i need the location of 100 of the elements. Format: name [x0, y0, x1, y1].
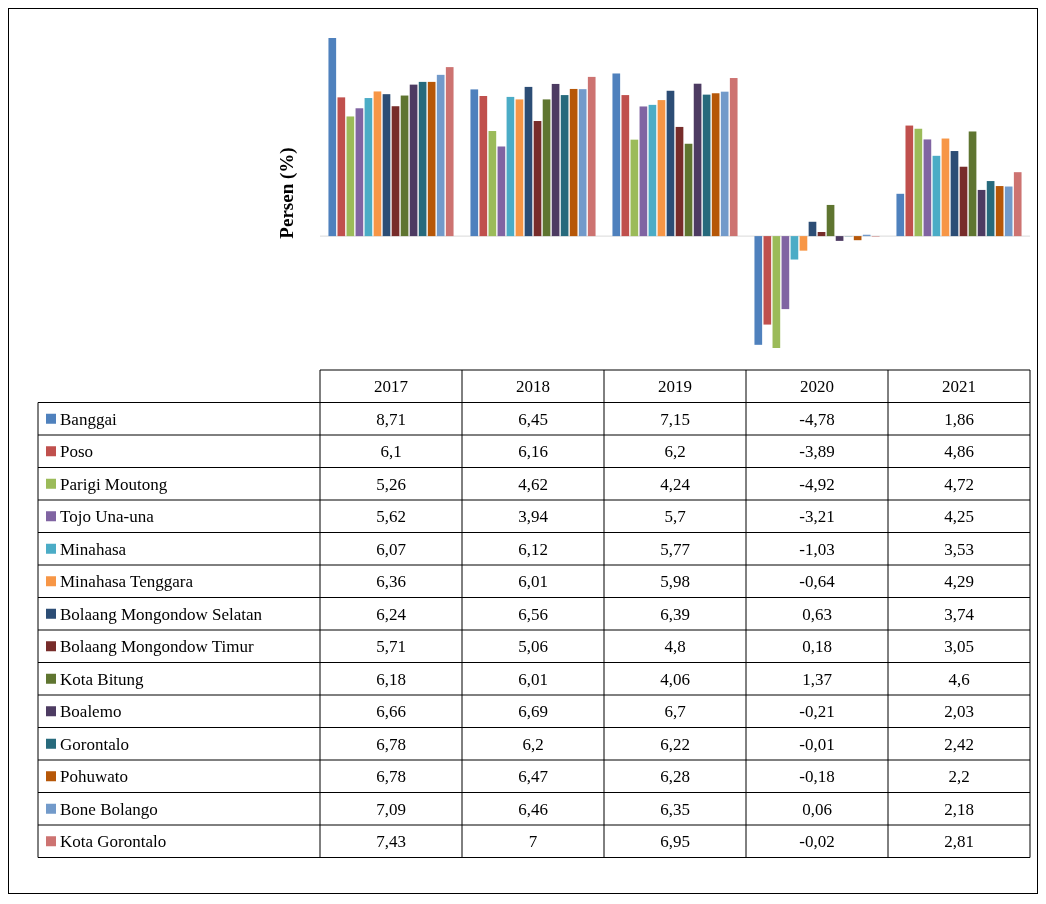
bar — [693, 83, 702, 237]
data-label: -0,18 — [799, 767, 835, 787]
data-label: 6,07 — [376, 539, 407, 559]
legend-label: Parigi Moutong — [60, 474, 168, 494]
data-label: 6,16 — [518, 442, 548, 462]
bar — [639, 106, 648, 237]
data-label: 6,35 — [660, 799, 690, 819]
bar — [675, 126, 684, 237]
bar — [657, 100, 666, 237]
bar — [684, 143, 693, 237]
x-tick-label: 2021 — [942, 377, 976, 397]
bar — [986, 181, 995, 237]
bar — [346, 116, 355, 237]
bar — [763, 236, 772, 325]
data-label: 4,72 — [944, 474, 974, 494]
data-label: 0,06 — [802, 799, 832, 819]
data-label: 4,25 — [944, 507, 974, 527]
legend-label: Bone Bolango — [60, 799, 158, 819]
legend-label: Minahasa Tenggara — [60, 572, 194, 592]
bar — [427, 81, 436, 237]
bar — [488, 131, 497, 237]
bar — [409, 84, 418, 237]
data-label: 0,18 — [802, 637, 832, 657]
data-label: -4,78 — [799, 409, 835, 429]
data-label: 3,05 — [944, 637, 974, 657]
data-label: 2,03 — [944, 702, 974, 722]
data-label: 6,24 — [376, 604, 407, 624]
data-label: -0,64 — [799, 572, 836, 592]
bar — [578, 89, 587, 237]
data-label: -3,21 — [799, 507, 835, 527]
data-label: 6,22 — [660, 734, 690, 754]
x-tick-label: 2019 — [658, 377, 692, 397]
bar — [373, 91, 382, 237]
bar — [612, 73, 621, 237]
bar — [995, 186, 1004, 237]
data-label: 6,56 — [518, 604, 548, 624]
data-label: 6,2 — [664, 442, 686, 462]
data-label: 4,62 — [518, 474, 548, 494]
data-label: 8,71 — [376, 409, 406, 429]
legend-label: Tojo Una-una — [60, 507, 155, 527]
data-label: 5,7 — [664, 507, 687, 527]
data-label: 6,01 — [518, 572, 548, 592]
data-label: -0,21 — [799, 702, 835, 722]
bar — [436, 74, 445, 237]
data-label: 4,8 — [664, 637, 686, 657]
data-label: 6,39 — [660, 604, 690, 624]
bar — [445, 67, 454, 237]
data-label: 7,43 — [376, 832, 406, 852]
data-label: 4,29 — [944, 572, 974, 592]
x-tick-label: 2020 — [800, 377, 834, 397]
bar — [932, 155, 941, 237]
data-label: 6,47 — [518, 767, 549, 787]
data-label: 3,74 — [944, 604, 975, 624]
bar — [896, 193, 905, 237]
bar — [542, 99, 551, 237]
bar — [515, 99, 524, 237]
data-label: 6,2 — [522, 734, 544, 754]
data-label: 5,06 — [518, 637, 548, 657]
data-label: 4,86 — [944, 442, 974, 462]
data-label: 6,1 — [380, 442, 402, 462]
bar — [923, 139, 932, 237]
bar — [914, 128, 923, 237]
data-label: -4,92 — [799, 474, 835, 494]
bar — [497, 146, 506, 237]
bar — [720, 91, 729, 237]
bar — [977, 189, 986, 237]
legend-label: Minahasa — [60, 539, 127, 559]
bar — [524, 86, 533, 237]
bar — [648, 104, 657, 237]
data-label: 5,62 — [376, 507, 406, 527]
legend-label: Gorontalo — [60, 734, 129, 754]
data-label: -3,89 — [799, 442, 835, 462]
data-label: 6,36 — [376, 572, 406, 592]
data-label: 7,09 — [376, 799, 406, 819]
data-label: 0,63 — [802, 604, 832, 624]
bar — [729, 78, 738, 237]
legend-label: Kota Bitung — [60, 669, 145, 689]
data-label: 5,26 — [376, 474, 406, 494]
data-label: 7 — [528, 832, 538, 852]
bar — [569, 88, 578, 237]
bar — [560, 95, 569, 237]
data-label: 6,78 — [376, 734, 406, 754]
bar — [826, 204, 835, 237]
legend-label: Poso — [60, 442, 94, 462]
bar — [772, 236, 781, 348]
bar — [666, 90, 675, 237]
legend-label: Kota Gorontalo — [60, 832, 167, 852]
data-label: 7,15 — [660, 409, 690, 429]
data-label: 3,94 — [518, 507, 549, 527]
bar — [364, 98, 373, 237]
bar — [711, 93, 720, 237]
data-label: 6,69 — [518, 702, 548, 722]
data-label: -0,01 — [799, 734, 835, 754]
legend-label: Banggai — [60, 409, 117, 429]
bar — [551, 83, 560, 237]
legend-label: Pohuwato — [60, 767, 128, 787]
legend-label: Boalemo — [60, 702, 122, 722]
bar — [1013, 172, 1022, 237]
y-axis-title: Persen (%) — [276, 147, 298, 239]
bar — [905, 125, 914, 237]
